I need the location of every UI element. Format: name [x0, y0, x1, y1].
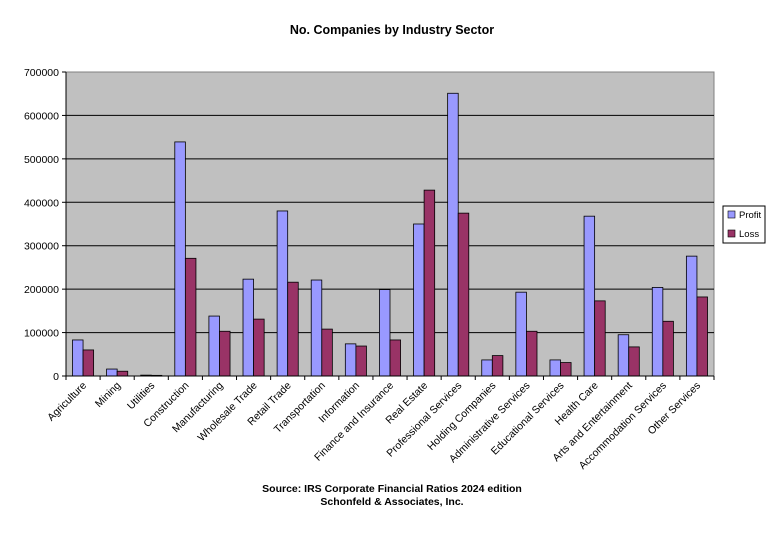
- y-tick-label: 700000: [24, 67, 59, 79]
- y-tick-label: 500000: [24, 154, 59, 166]
- bar-loss: [491, 355, 504, 377]
- bar-loss: [594, 300, 606, 377]
- bar-loss: [219, 330, 231, 377]
- bar-loss: [628, 346, 640, 377]
- bar-profit: [106, 368, 118, 377]
- bar-loss: [321, 328, 333, 377]
- bar-profit: [447, 92, 459, 377]
- bar-loss: [389, 339, 401, 377]
- bar-loss: [287, 281, 299, 377]
- bar-loss: [696, 296, 708, 377]
- x-tick-label: Utilities: [125, 380, 157, 412]
- y-tick-label: 200000: [24, 284, 59, 296]
- y-tick-label: 300000: [24, 241, 59, 253]
- bar-loss: [355, 345, 367, 377]
- bar-loss: [662, 320, 674, 377]
- gridlines: [66, 114, 714, 334]
- x-tick-label: Wholesale Trade: [195, 380, 259, 444]
- bar-profit: [174, 141, 186, 377]
- bar-profit: [344, 343, 357, 377]
- x-tick-label: Agriculture: [45, 380, 89, 424]
- bar-loss: [526, 330, 538, 377]
- bar-profit: [413, 223, 425, 377]
- bar-loss: [423, 189, 436, 377]
- bar-profit: [515, 291, 527, 377]
- bar-loss: [82, 349, 95, 377]
- bar-profit: [379, 289, 391, 377]
- bar-loss: [184, 257, 197, 377]
- bar-loss: [253, 318, 265, 377]
- bar-profit: [583, 215, 596, 377]
- bar-profit: [651, 287, 664, 377]
- y-tick-label: 400000: [24, 197, 59, 209]
- legend-swatch-loss: [727, 229, 736, 238]
- y-axis: 0 100000 200000 300000 400000 500000 600000 700…: [24, 67, 67, 383]
- bars: [72, 92, 708, 377]
- y-tick-label: 0: [53, 371, 59, 383]
- legend: Profit Loss: [722, 205, 766, 244]
- source-line: Source: IRS Corporate Financial Ratios 2…: [262, 483, 522, 495]
- bar-loss: [560, 362, 572, 377]
- bar-profit: [310, 279, 323, 377]
- x-tick-label: Mining: [93, 380, 123, 410]
- legend-swatch-profit: [727, 210, 736, 219]
- bar-profit: [242, 278, 254, 377]
- y-tick-label: 600000: [24, 110, 59, 122]
- publisher-line: Schonfeld & Associates, Inc.: [320, 496, 463, 508]
- bar-loss: [116, 370, 129, 377]
- bar-profit: [72, 339, 84, 377]
- bar-profit: [276, 210, 289, 377]
- x-axis: Agriculture Mining UtilitiesConstructionMa…: [45, 375, 715, 472]
- legend-label-profit: Profit: [739, 210, 762, 221]
- bar-profit: [481, 359, 493, 377]
- bar-profit: [617, 334, 630, 377]
- legend-label-loss: Loss: [739, 229, 759, 240]
- bar-profit: [685, 255, 698, 377]
- bar-loss: [457, 212, 470, 377]
- y-tick-label: 100000: [24, 328, 59, 340]
- bar-profit: [549, 359, 561, 377]
- bar-profit: [208, 315, 220, 377]
- chart-title: No. Companies by Industry Sector: [290, 23, 494, 37]
